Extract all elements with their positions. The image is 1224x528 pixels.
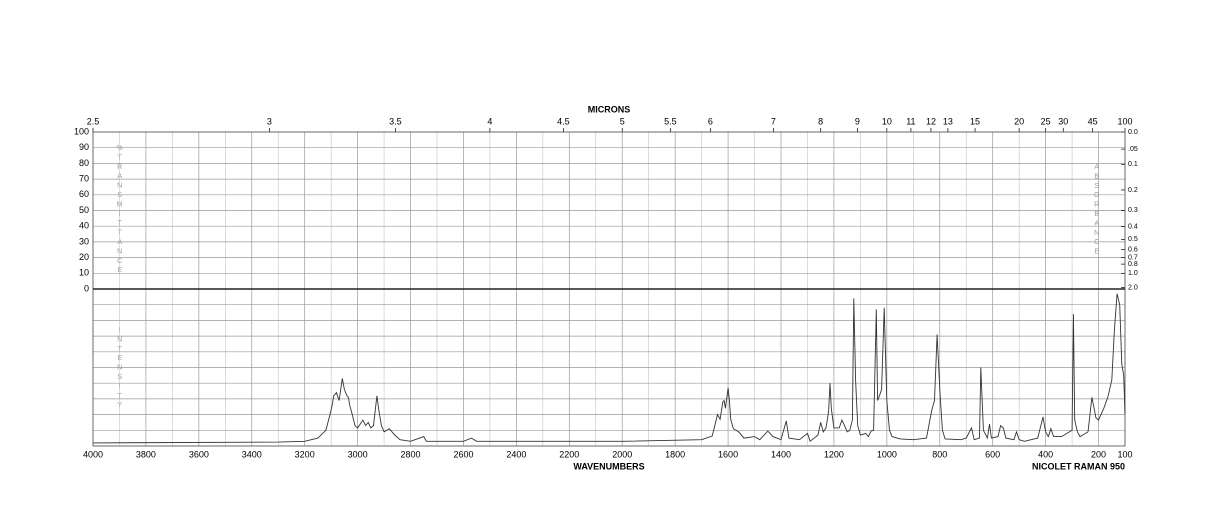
x-tick-label: 600 bbox=[985, 449, 1000, 459]
instrument-label: NICOLET RAMAN 950 bbox=[1032, 461, 1125, 471]
y2-tick-label: 0.2 bbox=[1128, 187, 1138, 194]
y-tick-label: 10 bbox=[79, 268, 89, 278]
y-tick-label: 0 bbox=[84, 283, 89, 293]
top-tick-label: 3 bbox=[267, 116, 272, 126]
x-axis-label: WAVENUMBERS bbox=[573, 461, 644, 471]
y2-tick-label: .05 bbox=[1128, 146, 1138, 153]
y-tick-label: 100 bbox=[74, 126, 89, 136]
top-tick-label: 100 bbox=[1117, 116, 1132, 126]
top-tick-label: 6 bbox=[708, 116, 713, 126]
top-tick-label: 5.5 bbox=[664, 116, 677, 126]
x-tick-label: 2200 bbox=[559, 449, 579, 459]
y2-tick-label: 0.1 bbox=[1128, 161, 1138, 168]
y2-tick-label: 0.6 bbox=[1128, 246, 1138, 253]
x-tick-label: 3400 bbox=[242, 449, 262, 459]
x-tick-label: 1600 bbox=[718, 449, 738, 459]
x-tick-label: 400 bbox=[1038, 449, 1053, 459]
y-tick-label: 40 bbox=[79, 221, 89, 231]
top-tick-label: 13 bbox=[943, 116, 953, 126]
y2-tick-label: 1.0 bbox=[1128, 270, 1138, 277]
x-tick-label: 800 bbox=[932, 449, 947, 459]
top-tick-label: 3.5 bbox=[389, 116, 402, 126]
top-tick-label: 10 bbox=[882, 116, 892, 126]
top-tick-label: 5 bbox=[620, 116, 625, 126]
x-tick-label: 3800 bbox=[136, 449, 156, 459]
x-tick-label: 1400 bbox=[771, 449, 791, 459]
y2-tick-label: 0.4 bbox=[1128, 223, 1138, 230]
y-tick-label: 90 bbox=[79, 142, 89, 152]
x-tick-label: 2800 bbox=[401, 449, 421, 459]
y2-tick-label: 0.5 bbox=[1128, 236, 1138, 243]
y2-tick-label: 0.3 bbox=[1128, 207, 1138, 214]
x-tick-label: 3200 bbox=[295, 449, 315, 459]
y2-tick-label: 2.0 bbox=[1128, 284, 1138, 291]
y-tick-label: 60 bbox=[79, 189, 89, 199]
x-tick-label: 100 bbox=[1117, 449, 1132, 459]
x-tick-label: 1000 bbox=[877, 449, 897, 459]
top-tick-label: 15 bbox=[970, 116, 980, 126]
y2-tick-label: 0.7 bbox=[1128, 255, 1138, 262]
y2-axis-label: ABSORBANCE bbox=[1093, 164, 1100, 258]
top-tick-label: 8 bbox=[818, 116, 823, 126]
top-tick-label: 4.5 bbox=[557, 116, 570, 126]
y2-tick-label: 0.8 bbox=[1128, 261, 1138, 268]
top-tick-label: 9 bbox=[855, 116, 860, 126]
y-tick-label: 70 bbox=[79, 173, 89, 183]
top-tick-label: 30 bbox=[1058, 116, 1068, 126]
x-tick-label: 3600 bbox=[189, 449, 209, 459]
spectrum-line bbox=[92, 293, 1126, 444]
y-tick-label: 50 bbox=[79, 205, 89, 215]
top-tick-label: 45 bbox=[1088, 116, 1098, 126]
x-tick-label: 3000 bbox=[348, 449, 368, 459]
top-tick-label: 7 bbox=[771, 116, 776, 126]
top-tick-label: 20 bbox=[1014, 116, 1024, 126]
x-tick-label: 200 bbox=[1091, 449, 1106, 459]
x-tick-label: 1200 bbox=[824, 449, 844, 459]
y-tick-label: 30 bbox=[79, 236, 89, 246]
x-tick-label: 1800 bbox=[665, 449, 685, 459]
top-tick-label: 11 bbox=[906, 116, 915, 126]
y-tick-label: 20 bbox=[79, 252, 89, 262]
top-tick-label: 25 bbox=[1041, 116, 1051, 126]
x-tick-label: 4000 bbox=[83, 449, 103, 459]
y-tick-label: 80 bbox=[79, 158, 89, 168]
top-tick-label: 12 bbox=[926, 116, 936, 126]
top-tick-label: 2.5 bbox=[87, 116, 100, 126]
top-axis-label: MICRONS bbox=[588, 104, 631, 114]
x-tick-label: 2600 bbox=[453, 449, 473, 459]
top-tick-label: 4 bbox=[487, 116, 492, 126]
x-tick-label: 2400 bbox=[506, 449, 526, 459]
x-tick-label: 2000 bbox=[612, 449, 632, 459]
y2-tick-label: 0.0 bbox=[1128, 129, 1138, 136]
